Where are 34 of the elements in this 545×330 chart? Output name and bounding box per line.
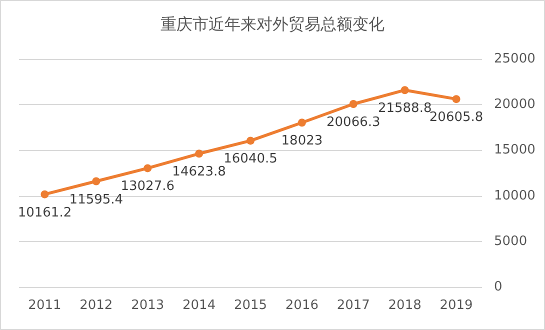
y-tick-label: 25000: [494, 52, 536, 66]
chart-title: 重庆市近年来对外贸易总额变化: [160, 14, 384, 34]
data-label: 16040.5: [224, 152, 278, 167]
x-tick-label: 2013: [131, 298, 164, 313]
data-label: 14623.8: [172, 164, 226, 180]
data-label: 21588.8: [378, 101, 432, 116]
x-tick-label: 2019: [440, 298, 473, 313]
data-label: 10161.2: [18, 205, 72, 220]
data-label: 20066.3: [326, 114, 380, 130]
point: [92, 177, 100, 186]
point: [40, 190, 49, 198]
point: [144, 164, 152, 172]
point: [452, 95, 460, 104]
x-tick-label: 2018: [388, 298, 422, 313]
y-tick-label: 0: [494, 280, 502, 294]
x-tick-label: 2017: [336, 298, 370, 313]
point: [400, 86, 409, 94]
y-tick-label: 10000: [494, 188, 536, 204]
point: [298, 118, 306, 127]
y-tick-label: 5000: [494, 234, 528, 249]
data-label: 18023: [281, 134, 323, 149]
x-tick-label: 2014: [182, 298, 216, 313]
point: [349, 100, 358, 108]
x-tick-label: 2015: [234, 298, 268, 313]
data-label: 20605.8: [429, 110, 484, 126]
data-label: 13027.6: [120, 179, 174, 194]
x-tick-label: 2012: [80, 298, 113, 313]
x-tick-label: 2016: [285, 298, 318, 313]
point: [195, 150, 204, 158]
data-label: 11595.4: [69, 192, 124, 208]
x-tick-label: 2011: [28, 298, 62, 313]
y-tick-label: 20000: [494, 97, 536, 112]
y-tick-label: 15000: [494, 142, 536, 158]
point: [246, 136, 254, 145]
